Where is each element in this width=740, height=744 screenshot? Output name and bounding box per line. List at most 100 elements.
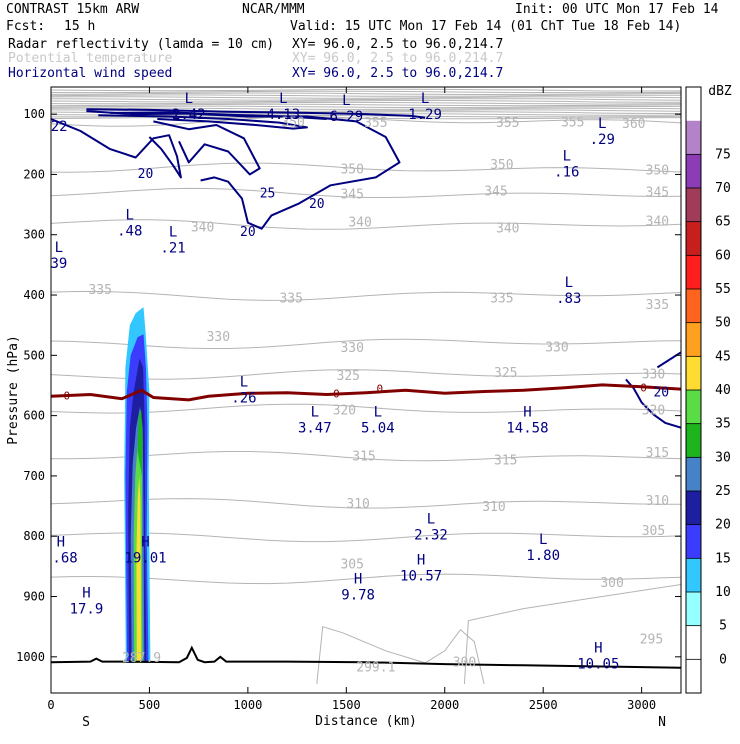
isentrope-line: [51, 451, 681, 462]
north-label: N: [658, 715, 666, 730]
freezing-level-label: 0: [63, 390, 70, 403]
extremum-value: 6.29: [329, 109, 363, 125]
colorbar-tick-label: 40: [715, 383, 731, 398]
field-1-name: Radar reflectivity (lamda = 10 cm): [8, 37, 274, 52]
x-tick-label: 1500: [332, 698, 361, 712]
wind-contour: [86, 108, 426, 119]
colorbar-tick-label: 15: [715, 551, 731, 566]
extremum-value: 9.78: [341, 588, 375, 604]
upper-isentrope-line: [51, 105, 681, 109]
theta-label: 345: [340, 188, 363, 203]
freezing-level-label: 0: [333, 387, 340, 400]
y-axis-title: Pressure (hPa): [6, 335, 21, 445]
theta-label: 330: [642, 367, 665, 382]
colorbar-tick-label: 10: [715, 585, 731, 600]
wind-label: 20: [138, 167, 154, 182]
theta-label: 350: [490, 158, 513, 173]
theta-label: 350: [340, 162, 363, 177]
theta-label: 300: [600, 576, 623, 591]
colorbar-bin: [686, 457, 701, 491]
reflectivity-column: [136, 475, 142, 663]
extremum-value: .83: [556, 291, 581, 307]
upper-isentrope-line: [51, 103, 681, 107]
isentrope-line: [51, 369, 681, 380]
isentrope-line: [51, 403, 681, 414]
extremum-value: 1.29: [408, 107, 442, 123]
theta-label: 340: [348, 215, 371, 230]
extremum-letter: H: [354, 572, 362, 588]
theta-label: 315: [494, 454, 517, 469]
colorbar-bin: [686, 322, 701, 357]
extremum-value: 4.13: [266, 107, 300, 123]
extremum-letter: L: [311, 405, 319, 421]
colorbar-tick-label: 70: [715, 181, 731, 196]
extremum-value: 10.05: [577, 656, 619, 672]
colorbar-bin: [686, 491, 701, 525]
extremum-value: .21: [160, 240, 185, 256]
y-tick-label: 100: [23, 107, 45, 121]
extremum-letter: L: [240, 374, 248, 390]
wind-contour: [51, 118, 182, 179]
extremum-letter: L: [169, 224, 177, 240]
field-2-xy: XY= 96.0, 2.5 to 96.0,214.7: [292, 51, 503, 66]
extremum-value: 2.32: [414, 527, 448, 543]
x-tick-label: 2500: [529, 698, 558, 712]
theta-label: 305: [340, 557, 363, 572]
upper-isentrope-line: [51, 101, 681, 105]
extremum-letter: H: [417, 552, 425, 568]
colorbar-bin: [686, 558, 701, 592]
extremum-letter: L: [421, 91, 429, 107]
isentropes: [51, 116, 681, 585]
theta-label: 287.9: [122, 651, 161, 666]
theta-label: 335: [646, 298, 669, 313]
extremum-value: 1.80: [526, 548, 560, 564]
extremum-value: .16: [554, 164, 579, 180]
y-tick-label: 200: [23, 167, 45, 181]
y-tick-label: 1000: [16, 650, 45, 664]
extremum-value: 39: [50, 256, 67, 272]
extremum-letter: L: [55, 240, 63, 256]
theta-label: 340: [496, 221, 519, 236]
isentrope-line: [51, 498, 681, 509]
theta-label: 300: [453, 656, 476, 671]
reflectivity-columns: [124, 307, 151, 663]
theta-label: 355: [561, 115, 584, 130]
theta-label: 360: [622, 117, 645, 132]
extremum-letter: H: [57, 534, 65, 550]
plot-frame: [50, 86, 682, 694]
wind-label: 25: [260, 187, 276, 202]
colorbar-tick-label: 50: [715, 316, 731, 331]
theta-labels: 350 355 355 355 360 350 350 350 345 345 345 340 340 3…: [88, 115, 669, 675]
colorbar-tick-label: 75: [715, 147, 731, 162]
y-tick-label: 800: [23, 529, 45, 543]
theta-label: 315: [352, 449, 375, 464]
theta-label: 315: [646, 446, 669, 461]
extremum-value: 14.58: [506, 421, 548, 437]
colorbar-bin: [686, 289, 701, 323]
isentrope-line: [51, 219, 681, 230]
theta-label: 310: [646, 494, 669, 509]
colorbar-bin: [686, 592, 701, 626]
theta-label: 335: [279, 291, 302, 306]
plot-content: 350 355 355 355 360 350 350 350 345 345 345 340 340 3…: [50, 88, 681, 685]
theta-label: 345: [646, 185, 669, 200]
extremum-letter: H: [82, 586, 90, 602]
fcst-value: 15 h: [64, 19, 95, 34]
colorbar-tick-label: 0: [719, 652, 727, 667]
colorbar-bin: [686, 120, 701, 155]
freezing-level-line: [51, 383, 681, 402]
extremum-value: .29: [590, 132, 615, 148]
plot-area: 350 355 355 355 360 350 350 350 345 345 345 340 340 3…: [50, 88, 681, 685]
isentrope-line: [51, 162, 681, 173]
colorbar-bin: [686, 221, 701, 256]
theta-label: 335: [490, 291, 513, 306]
theta-label: 330: [545, 340, 568, 355]
isentrope-line: [51, 532, 681, 543]
extremum-value: 3.47: [298, 421, 332, 437]
wind-label: 20: [309, 197, 325, 212]
y-tick-label: 500: [23, 348, 45, 362]
freezing-level-labels: 0 0 0 0: [63, 381, 646, 402]
upper-isentrope-line: [51, 94, 681, 97]
colorbar-tick-label: 55: [715, 282, 731, 297]
